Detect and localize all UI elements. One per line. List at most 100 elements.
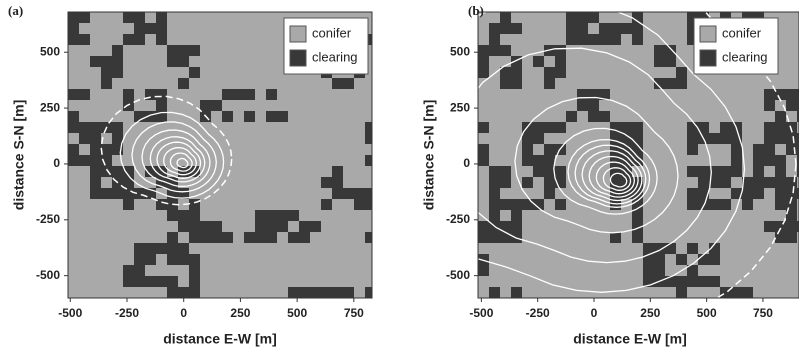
legend-swatch [699,49,717,67]
clearing-patch [577,23,588,34]
clearing-patch [266,89,277,100]
clearing-patch [632,34,643,45]
clearing-patch [786,89,797,100]
clearing-patch [654,78,665,89]
clearing-patch [786,122,797,133]
clearing-patch [365,133,372,144]
contour-line [149,136,206,183]
clearing-patch [211,100,222,111]
y-tick-label: -250 [36,212,60,226]
clearing-patch [365,155,372,166]
clearing-patch [112,56,123,67]
clearing-patch [775,155,786,166]
clearing-patch [178,254,189,265]
clearing-patch [156,34,167,45]
clearing-patch [764,144,775,155]
clearing-patch [687,243,698,254]
legend-label: conifer [722,25,762,40]
clearing-patch [797,111,799,122]
clearing-patch [786,210,797,221]
clearing-patch [178,210,189,221]
clearing-patch [720,122,731,133]
clearing-patch [687,144,698,155]
clearing-patch [233,89,244,100]
clearing-patch [134,12,145,23]
clearing-patch [123,34,134,45]
contour-line [156,141,202,179]
clearing-patch [478,265,489,276]
clearing-patch [489,166,500,177]
contour-line [478,47,712,264]
clearing-patch [79,12,90,23]
clearing-patch [167,56,178,67]
clearing-patch [555,45,566,56]
clearing-patch [489,177,500,188]
clearing-patch [156,111,167,122]
clearing-patch [533,122,544,133]
clearing-patch [665,56,676,67]
clearing-patch [654,265,665,276]
clearing-patch [676,67,687,78]
clearing-patch [797,100,799,111]
y-tick-label: -250 [446,212,470,226]
plot-frame [477,11,799,299]
clearing-patch [156,12,167,23]
clearing-patch [654,254,665,265]
clearing-patch [365,232,372,243]
clearing-patch [687,276,698,287]
clearing-patch [145,254,156,265]
clearing-patch [566,34,577,45]
clearing-patch [478,45,489,56]
clearing-patch [79,89,90,100]
x-tick-label: -250 [526,306,550,320]
clearing-patch [555,177,566,188]
clearing-patch [266,111,277,122]
clearing-patch [555,67,566,78]
clearing-patch [343,78,354,89]
clearing-patch [178,45,189,56]
clearing-patch [742,199,753,210]
clearing-patch [90,56,101,67]
clearing-patch [288,210,299,221]
contour-line [141,129,211,188]
clearing-patch [255,221,266,232]
clearing-patch [555,199,566,210]
clearing-patch [277,221,288,232]
clearing-patch [123,177,134,188]
clearing-patch [665,45,676,56]
clearing-patch [797,221,799,232]
clearing-patch [123,265,134,276]
clearing-patch [222,232,233,243]
clearing-patch [365,199,372,210]
clearing-patch [533,56,544,67]
clearing-patch [731,166,742,177]
clearing-patch [731,144,742,155]
clearing-patch [687,199,698,210]
clearing-patch [687,122,698,133]
clearing-patch [687,188,698,199]
clearing-patch [720,133,731,144]
clearing-patch [189,210,200,221]
contour-line [581,150,643,202]
y-tick-label: 250 [40,100,60,114]
clearing-patch [511,23,522,34]
clearing-patch [189,166,200,177]
clearing-patch [79,34,90,45]
clearing-patch [68,144,79,155]
contour-line [176,157,189,169]
contour-line [602,167,632,191]
clearing-patch [489,232,500,243]
clearing-patch [343,287,354,298]
clearing-patch [731,155,742,166]
clearing-patch [90,122,101,133]
clearing-patch [266,221,277,232]
clearing-patch [764,133,775,144]
clearing-patch [742,177,753,188]
clearing-patch [632,122,643,133]
clearing-patch [500,23,511,34]
clearing-patch [112,166,123,177]
clearing-patch [123,166,134,177]
panel-label: (b) [468,3,484,18]
x-tick-label: 250 [230,306,250,320]
contour-line [169,152,193,172]
